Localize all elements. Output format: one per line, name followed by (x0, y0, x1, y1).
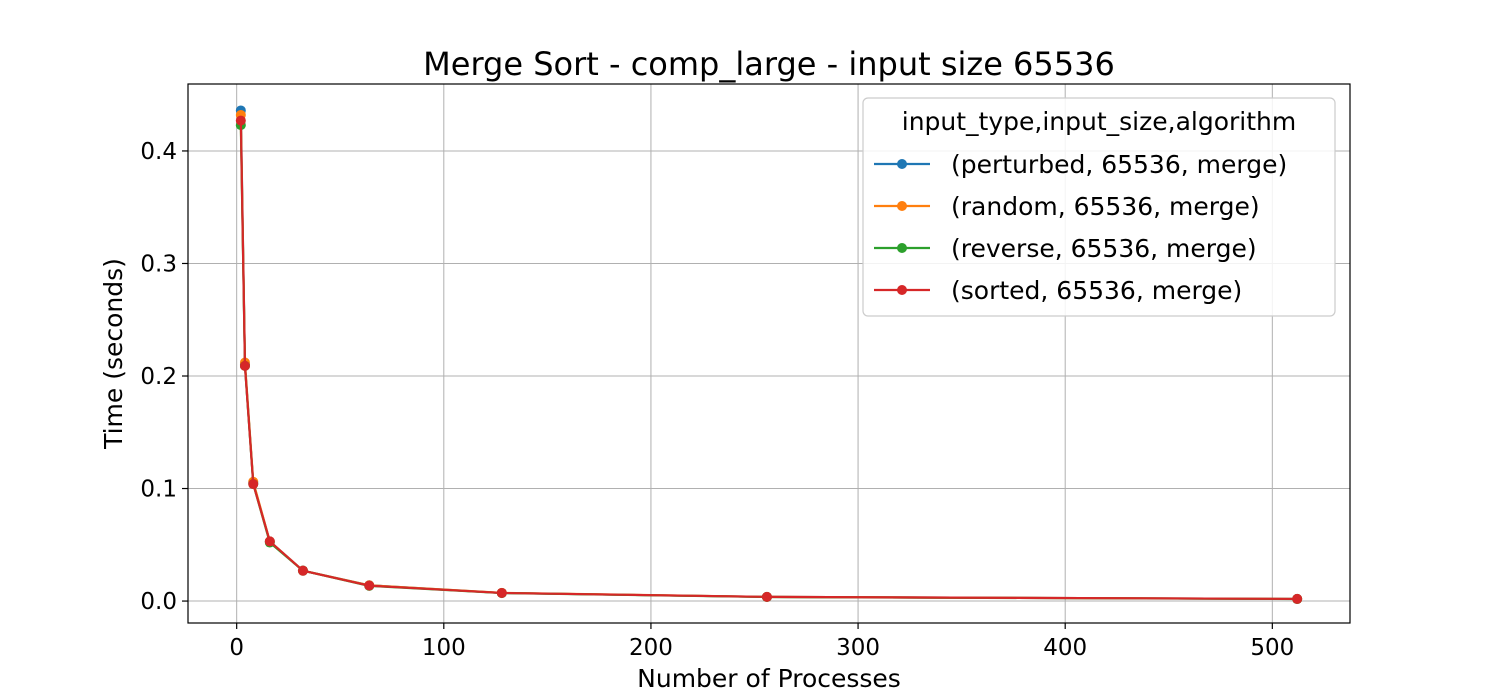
plot-frame (187, 83, 1351, 624)
data-point (496, 587, 507, 598)
legend-marker (897, 201, 907, 211)
legend-entry: (sorted, 65536, merge) (874, 276, 1242, 305)
legend-marker (897, 285, 907, 295)
y-tick-label: 0.4 (140, 139, 177, 165)
x-tick-label: 200 (629, 635, 673, 661)
legend-entries: (perturbed, 65536, merge) (random, 65536,… (874, 150, 1287, 305)
legend-entry: (perturbed, 65536, merge) (874, 150, 1287, 179)
legend-marker (897, 159, 907, 169)
legend-title: input_type,input_size,algorithm (902, 107, 1296, 136)
x-tick-label: 400 (1043, 635, 1087, 661)
legend-label: (reverse, 65536, merge) (951, 234, 1257, 263)
legend-label: (perturbed, 65536, merge) (951, 150, 1287, 179)
legend-box (862, 97, 1336, 317)
legend-entry: (random, 65536, merge) (874, 192, 1260, 221)
y-tick-label: 0.2 (140, 364, 177, 390)
x-axis-label: Number of Processes (637, 664, 901, 693)
data-point (248, 479, 259, 490)
data-point (264, 536, 275, 547)
x-tick-label: 0 (229, 635, 244, 661)
legend-label: (sorted, 65536, merge) (951, 276, 1242, 305)
y-tick-label: 0.3 (140, 251, 177, 277)
legend-marker (897, 243, 907, 253)
legend: input_type,input_size,algorithm (perturb… (862, 97, 1336, 317)
data-point (239, 360, 250, 371)
data-point (761, 591, 772, 602)
x-tick-label: 300 (836, 635, 880, 661)
y-tick-label: 0.0 (140, 589, 177, 615)
legend-label: (random, 65536, merge) (951, 192, 1260, 221)
chart-title: Merge Sort - comp_large - input size 655… (423, 45, 1115, 83)
ticks: 0 100 200 300 400 500 0.0 0.1 0.2 0.3 0.4 (140, 139, 1294, 661)
x-tick-label: 100 (422, 635, 466, 661)
data-point (364, 580, 375, 591)
y-tick-label: 0.1 (140, 477, 177, 503)
legend-entry: (reverse, 65536, merge) (874, 234, 1257, 263)
data-point (235, 115, 246, 126)
series-3 (235, 115, 1303, 604)
x-tick-label: 500 (1250, 635, 1294, 661)
data-point (297, 565, 308, 576)
series-layer (235, 105, 1303, 605)
y-axis-label: Time (seconds) (99, 258, 128, 450)
data-point (1292, 593, 1303, 604)
